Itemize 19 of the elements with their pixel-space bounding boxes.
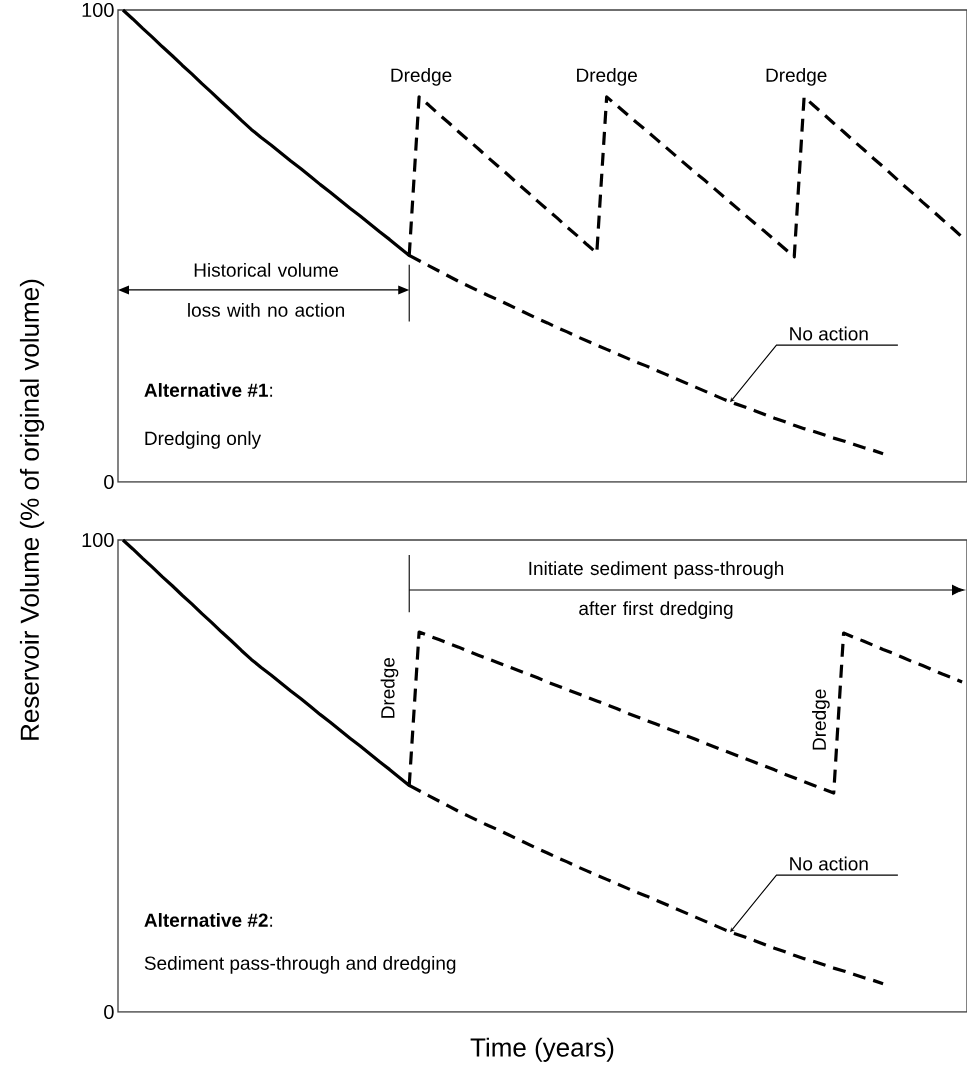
annotation: Initiate sediment pass-through after first dredging — [529, 561, 784, 619]
y-tick-label: 0 — [104, 474, 114, 490]
annotation: No action — [790, 856, 868, 871]
annotation: Sediment pass-through and dredging — [144, 955, 456, 974]
annotation: Dredging only — [145, 431, 262, 449]
annotation: Dredge — [391, 67, 452, 86]
annotation: Alternative #2: — [144, 912, 273, 927]
annotation: Dredge — [766, 67, 827, 86]
annotation: Dredge — [812, 689, 830, 750]
y-tick-label: 100 — [82, 532, 114, 548]
annotation: Dredge — [380, 657, 399, 718]
y-tick-label: 0 — [104, 1004, 114, 1020]
y-tick-label: 100 — [82, 2, 114, 18]
annotation: No action — [790, 326, 868, 341]
annotation: Alternative #1: — [144, 382, 273, 397]
text: Historical volume loss with no action — [188, 262, 345, 317]
x-axis-title: Time (years) — [470, 1037, 614, 1062]
annotation: Dredge — [577, 67, 637, 86]
y-axis-title: Reservoir Volume (% of original volume) — [19, 279, 45, 740]
